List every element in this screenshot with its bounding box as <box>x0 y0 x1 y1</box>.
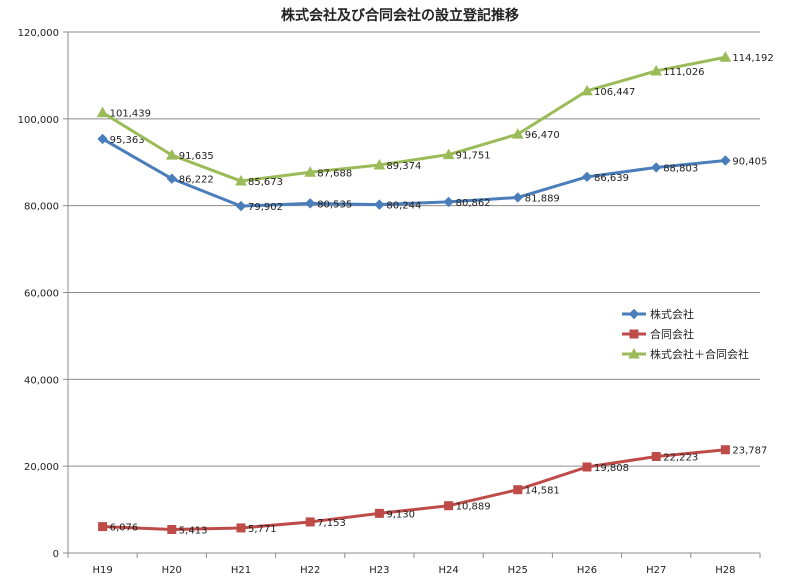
data-label: 86,222 <box>179 175 214 186</box>
legend-item-3: 株式会社＋合同会社 <box>622 347 749 361</box>
data-label: 106,447 <box>594 87 635 98</box>
x-tick-label: H25 <box>508 565 528 576</box>
data-point <box>166 173 178 184</box>
data-point <box>511 128 524 139</box>
data-label: 10,889 <box>456 502 491 513</box>
data-label: 111,026 <box>663 67 704 78</box>
data-point <box>582 462 592 472</box>
x-tick-label: H21 <box>231 565 251 576</box>
legend-label: 株式会社 <box>650 307 694 321</box>
legend-marker <box>629 329 639 339</box>
axes: 0 20,000 40,000 60,000 80,000 100,000 120,000 H… <box>18 28 761 576</box>
series-line <box>101 55 726 183</box>
data-point <box>304 166 317 177</box>
series-line <box>102 448 726 531</box>
y-tick-label: 40,000 <box>24 375 59 386</box>
x-tick-label: H28 <box>715 565 735 576</box>
x-tick-label: H27 <box>646 565 666 576</box>
data-point <box>96 106 109 118</box>
data-point <box>167 524 177 534</box>
data-point <box>513 485 523 495</box>
y-tick-label: 0 <box>53 549 59 560</box>
y-tick-label: 20,000 <box>24 462 59 473</box>
data-label: 80,535 <box>317 199 352 210</box>
legend-label: 株式会社＋合同会社 <box>650 347 749 361</box>
data-point <box>444 501 454 511</box>
data-label: 22,223 <box>663 453 698 464</box>
data-point <box>581 171 593 183</box>
data-label: 81,889 <box>525 193 560 204</box>
data-label: 5,771 <box>248 524 277 535</box>
data-label: 7,153 <box>317 518 346 529</box>
data-label: 88,803 <box>663 163 698 174</box>
y-tick-label: 120,000 <box>18 28 59 39</box>
data-label: 80,862 <box>456 198 491 209</box>
data-label: 101,439 <box>110 109 151 120</box>
series-2: 6,076 5,413 5,771 7,153 9,130 10,889 14,581 19,… <box>98 445 767 536</box>
data-point <box>305 517 315 527</box>
y-tick-label: 100,000 <box>18 115 59 126</box>
legend-label: 合同会社 <box>650 327 694 341</box>
x-tick-label: H23 <box>369 565 389 576</box>
data-point <box>443 196 454 208</box>
data-label: 87,688 <box>317 168 352 179</box>
data-label: 19,808 <box>594 463 629 474</box>
x-tick-label: H19 <box>92 565 112 576</box>
data-label: 79,902 <box>248 202 283 213</box>
data-label: 96,470 <box>525 130 560 141</box>
data-point <box>442 148 455 160</box>
x-tick-label: H20 <box>162 565 182 576</box>
data-label: 86,639 <box>594 173 629 184</box>
data-label: 89,374 <box>386 161 421 172</box>
grid-lines <box>68 31 760 467</box>
data-point <box>650 64 663 76</box>
series-layer: 95,363 86,222 79,902 80,535 80,244 80,862 81,8… <box>96 51 774 536</box>
x-tick-label: H22 <box>300 565 320 576</box>
data-label: 90,405 <box>732 156 767 167</box>
data-point <box>374 508 384 518</box>
x-tick-label: H26 <box>577 565 597 576</box>
data-point <box>512 192 524 203</box>
data-point <box>235 200 247 212</box>
data-point <box>165 149 178 160</box>
data-label: 6,076 <box>110 523 139 534</box>
legend-item-1: 株式会社 <box>622 307 694 321</box>
data-label: 5,413 <box>179 525 208 536</box>
x-tick-label: H24 <box>438 565 458 576</box>
data-label: 9,130 <box>386 509 415 520</box>
series-1: 95,363 86,222 79,902 80,535 80,244 80,862 81,8… <box>97 133 767 213</box>
data-point <box>374 199 385 210</box>
data-label: 95,363 <box>110 135 145 146</box>
data-label: 91,635 <box>179 151 214 162</box>
data-label: 80,244 <box>386 201 421 212</box>
y-tick-label: 60,000 <box>24 289 59 300</box>
data-point <box>373 158 386 170</box>
chart-title: 株式会社及び合同会社の設立登記推移 <box>281 7 519 24</box>
data-point <box>236 523 246 533</box>
data-point <box>720 155 731 166</box>
data-point <box>97 133 108 145</box>
data-point <box>581 84 593 96</box>
data-point <box>235 175 247 186</box>
series-line <box>101 137 726 208</box>
data-label: 114,192 <box>732 53 773 64</box>
data-point <box>651 452 661 462</box>
data-point <box>650 162 662 173</box>
data-point <box>720 445 730 455</box>
data-point <box>719 51 732 62</box>
legend-marker <box>628 347 640 359</box>
data-point <box>304 198 316 209</box>
data-label: 85,673 <box>248 177 283 188</box>
legend-item-2: 合同会社 <box>622 327 694 341</box>
series-3: 101,439 91,635 85,673 87,688 89,374 91,751 96,… <box>96 51 774 188</box>
data-point <box>98 522 108 532</box>
y-tick-label: 80,000 <box>24 202 59 213</box>
legend-marker <box>628 308 640 320</box>
data-label: 23,787 <box>732 446 767 457</box>
data-label: 91,751 <box>456 151 491 162</box>
data-label: 14,581 <box>525 486 560 497</box>
